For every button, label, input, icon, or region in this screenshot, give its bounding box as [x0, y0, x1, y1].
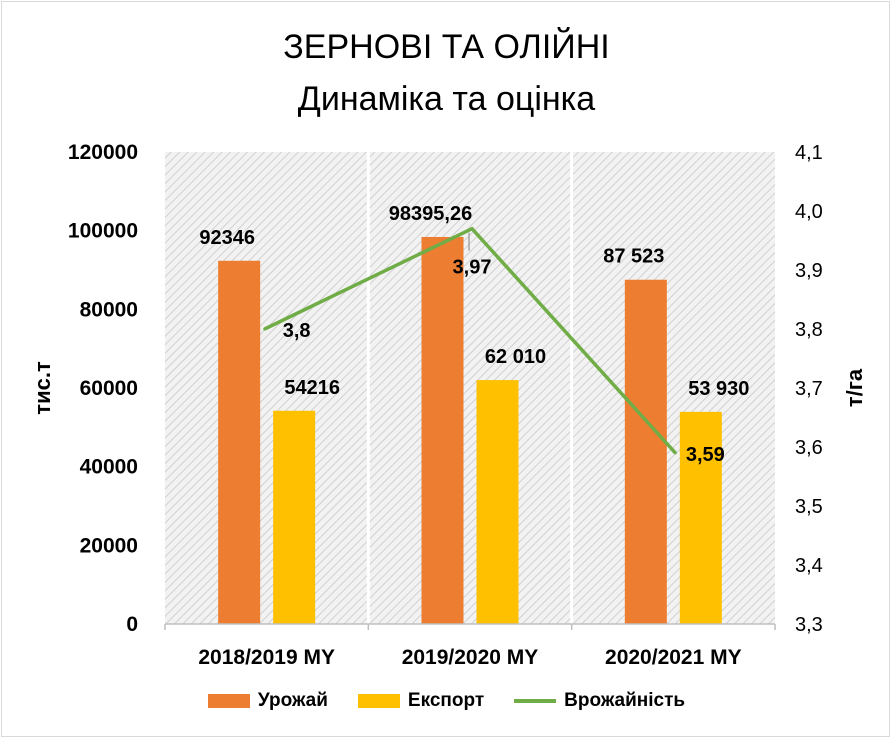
y-tick-label-right: 3,7	[795, 378, 823, 400]
legend-swatch-harvest	[207, 694, 250, 708]
x-tick-label: 2018/2019 MY	[198, 646, 335, 669]
bar-export	[273, 410, 316, 624]
data-label: 87 523	[603, 246, 664, 268]
y-tick-label-right: 3,6	[795, 437, 823, 459]
legend: Урожай Експорт Врожайність	[0, 690, 893, 712]
legend-swatch-export	[357, 694, 400, 708]
y-tick-label-left: 60000	[80, 377, 138, 400]
legend-label-export: Експорт	[407, 690, 485, 711]
data-label: 54216	[284, 377, 340, 399]
y-tick-label-left: 120000	[68, 141, 138, 164]
y-tick-label-right: 3,4	[795, 555, 823, 577]
chart-subtitle: Динаміка та оцінка	[297, 80, 596, 118]
data-label: 98395,26	[389, 203, 472, 225]
data-label: 62 010	[485, 346, 546, 368]
legend-item-export: Експорт	[357, 690, 485, 712]
y-tick-label-left: 40000	[80, 456, 138, 479]
y-tick-label-left: 0	[126, 613, 138, 636]
y-tick-label-left: 20000	[80, 534, 138, 557]
x-tick-label: 2019/2020 MY	[402, 646, 539, 669]
data-label: 92346	[199, 227, 255, 249]
y-tick-label-right: 4,1	[795, 142, 823, 164]
yield-data-label: 3,59	[686, 444, 725, 466]
yield-point	[470, 227, 474, 231]
yield-point	[673, 451, 677, 455]
y-tick-label-right: 4,0	[795, 201, 823, 223]
y-tick-label-left: 100000	[68, 220, 138, 243]
bar-export	[679, 411, 722, 624]
y-axis-title-left: тис.т	[30, 361, 55, 415]
yield-point	[263, 327, 267, 331]
y-tick-label-left: 80000	[80, 298, 138, 321]
data-label: 53 930	[688, 378, 749, 400]
x-tick-label: 2020/2021 MY	[605, 646, 742, 669]
yield-data-label: 3,97	[453, 257, 492, 279]
bar-export	[476, 380, 519, 624]
legend-label-yield: Врожайність	[564, 690, 686, 711]
y-tick-label-right: 3,3	[795, 614, 823, 636]
yield-data-label: 3,8	[283, 320, 311, 342]
bar-harvest	[624, 279, 667, 624]
legend-item-harvest: Урожай	[207, 690, 328, 712]
y-tick-label-right: 3,5	[795, 496, 823, 518]
bar-harvest	[421, 236, 464, 624]
chart-title: ЗЕРНОВІ ТА ОЛІЙНІ	[283, 28, 610, 66]
legend-label-harvest: Урожай	[257, 690, 328, 711]
y-tick-label-right: 3,8	[795, 319, 823, 341]
bar-harvest	[218, 260, 261, 624]
y-tick-label-right: 3,9	[795, 260, 823, 282]
y-axis-title-right: т/га	[842, 368, 867, 407]
legend-item-yield: Врожайність	[514, 690, 685, 712]
legend-swatch-yield	[514, 699, 557, 703]
